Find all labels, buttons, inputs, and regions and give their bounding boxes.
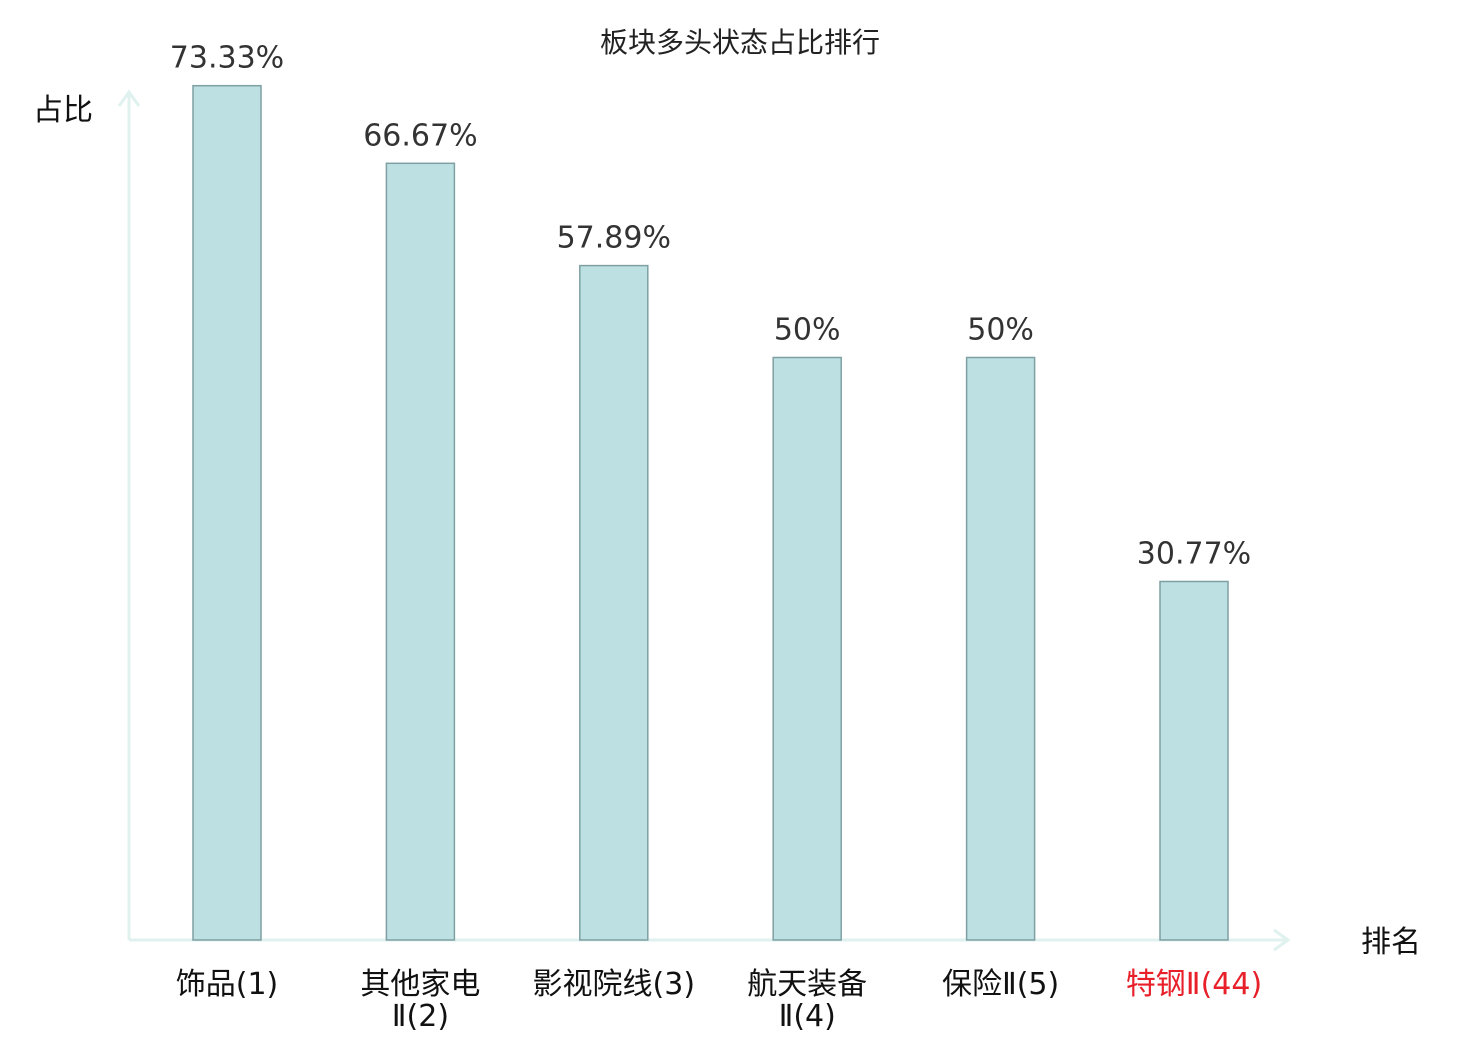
value-label-6: 30.77% <box>1137 537 1251 572</box>
y-axis-label: 占比 <box>33 93 93 128</box>
category-label-4-line-1: 航天装备 <box>747 967 867 1002</box>
value-label-2: 66.67% <box>363 118 477 153</box>
y-axis <box>117 89 141 940</box>
bar-5 <box>965 356 1036 941</box>
y-axis-arrow-icon <box>117 89 141 107</box>
bar-2 <box>385 162 456 941</box>
category-label-5: 保险Ⅱ(5) <box>942 967 1059 1002</box>
bar-4 <box>772 356 842 941</box>
chart-title: 板块多头状态占比排行 <box>600 26 880 59</box>
value-label-5: 50% <box>967 313 1034 348</box>
bar-1 <box>192 84 262 941</box>
x-axis-arrow-icon <box>1273 928 1291 952</box>
value-labels-group: 73.33% 66.67% 57.89% 50% 50% 30.77% <box>170 41 1251 572</box>
bars-group <box>192 84 1229 941</box>
category-label-2-line-2: Ⅱ(2) <box>392 999 449 1034</box>
value-label-4: 50% <box>774 313 841 348</box>
bar-3 <box>579 264 649 941</box>
value-label-3: 57.89% <box>557 221 671 256</box>
category-label-2-line-1: 其他家电 <box>360 967 480 1002</box>
category-label-4-line-2: Ⅱ(4) <box>779 999 836 1034</box>
value-label-1: 73.33% <box>170 41 284 76</box>
x-axis <box>129 928 1291 952</box>
x-axis-label: 排名 <box>1361 925 1421 960</box>
category-label-3: 影视院线(3) <box>533 967 696 1002</box>
category-label-1: 饰品(1) <box>176 967 279 1002</box>
category-label-6: 特钢Ⅱ(44) <box>1126 967 1262 1002</box>
bar-6 <box>1159 580 1229 941</box>
